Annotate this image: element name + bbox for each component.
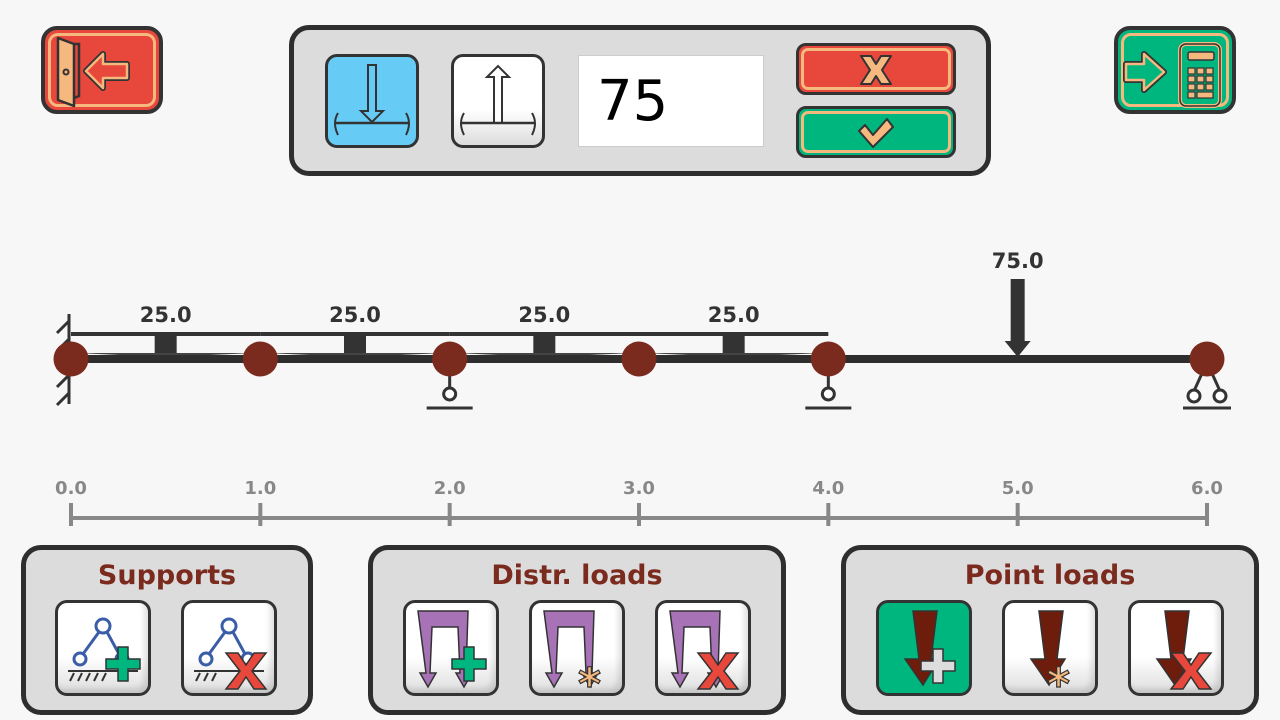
add-distributed-load-icon <box>417 610 487 689</box>
distributed-load-arrow <box>533 334 556 354</box>
axis-tick-label: 0.0 <box>55 478 87 499</box>
confirm-button[interactable] <box>796 106 956 158</box>
axis-tick-label: 6.0 <box>1191 478 1223 499</box>
load-down-icon <box>334 64 410 136</box>
load-value-input[interactable] <box>578 55 764 147</box>
distributed-load: 25.0 <box>639 303 829 357</box>
arrow-calculator-icon <box>1123 42 1222 108</box>
cancel-button[interactable] <box>796 43 956 95</box>
distributed-load-label: 25.0 <box>708 303 760 327</box>
point-load: 75.0 <box>992 249 1044 357</box>
axis-tick-label: 4.0 <box>812 478 844 499</box>
distributed-load: 25.0 <box>260 303 450 357</box>
add-point-load-button[interactable] <box>876 600 972 696</box>
beam-node <box>242 341 278 377</box>
beam-node <box>1189 341 1225 377</box>
exit-door-arrow-icon <box>56 36 130 108</box>
calculate-button[interactable] <box>1114 26 1236 114</box>
pin-support-wheel <box>1186 388 1202 404</box>
direction-down-button[interactable] <box>325 54 419 148</box>
roller-support-wheel <box>442 386 458 402</box>
axis-tick-label: 3.0 <box>623 478 655 499</box>
roller-support-wheel <box>820 386 836 402</box>
point-loads-title: Point loads <box>964 560 1136 591</box>
fixed-support-hatch <box>55 391 71 407</box>
axis-tick-label: 5.0 <box>1002 478 1034 499</box>
fixed-support-hatch <box>55 319 71 335</box>
beam-node <box>810 341 846 377</box>
edit-distributed-load-button[interactable]: * <box>529 600 625 696</box>
axis-tick-label: 1.0 <box>244 478 276 499</box>
distributed-load-label: 25.0 <box>518 303 570 327</box>
beam-node <box>432 341 468 377</box>
point-load-shaft <box>1010 279 1025 341</box>
add-support-icon <box>68 617 141 682</box>
distributed-load: 25.0 <box>71 303 261 357</box>
distr-loads-title: Distr. loads <box>491 560 663 591</box>
add-point-load-icon <box>903 610 956 687</box>
svg-text:*: * <box>1047 659 1070 693</box>
delete-distributed-load-button[interactable] <box>655 600 751 696</box>
delete-point-load-icon <box>1155 610 1213 690</box>
x-icon <box>860 55 892 85</box>
direction-up-button[interactable] <box>451 54 545 148</box>
delete-distributed-load-icon <box>669 610 740 690</box>
load-up-icon <box>460 64 536 136</box>
point-load-arrowhead <box>1004 341 1031 357</box>
add-distributed-load-button[interactable] <box>403 600 499 696</box>
distributed-load-arrow <box>722 334 745 354</box>
add-support-button[interactable] <box>55 600 151 696</box>
edit-distributed-load-icon: * <box>543 610 602 693</box>
distributed-load-arrow <box>154 334 177 354</box>
beam-node <box>53 341 89 377</box>
pin-support-wheel <box>1212 388 1228 404</box>
supports-title: Supports <box>97 560 237 591</box>
edit-point-load-button[interactable]: * <box>1002 600 1098 696</box>
point-load-label: 75.0 <box>992 249 1044 273</box>
check-icon <box>858 118 894 148</box>
beam-node <box>621 341 657 377</box>
edit-point-load-icon: * <box>1029 610 1071 693</box>
distributed-load-label: 25.0 <box>140 303 192 327</box>
distributed-load-arrow <box>344 334 366 354</box>
svg-text:*: * <box>578 659 601 693</box>
distributed-load: 25.0 <box>449 303 639 357</box>
fixed-support-hatch <box>55 373 71 389</box>
beam-diagram: 25.0 25.0 25.0 25.0 75.0 0.0 1.0 2.0 3.0 4.0 5.0 6.… <box>53 249 1231 526</box>
distributed-load-label: 25.0 <box>329 303 381 327</box>
exit-button[interactable] <box>41 26 163 114</box>
support-pin <box>1183 368 1231 410</box>
axis-tick-label: 2.0 <box>434 478 466 499</box>
delete-support-button[interactable] <box>181 600 277 696</box>
delete-point-load-button[interactable] <box>1128 600 1224 696</box>
delete-support-icon <box>194 617 268 690</box>
